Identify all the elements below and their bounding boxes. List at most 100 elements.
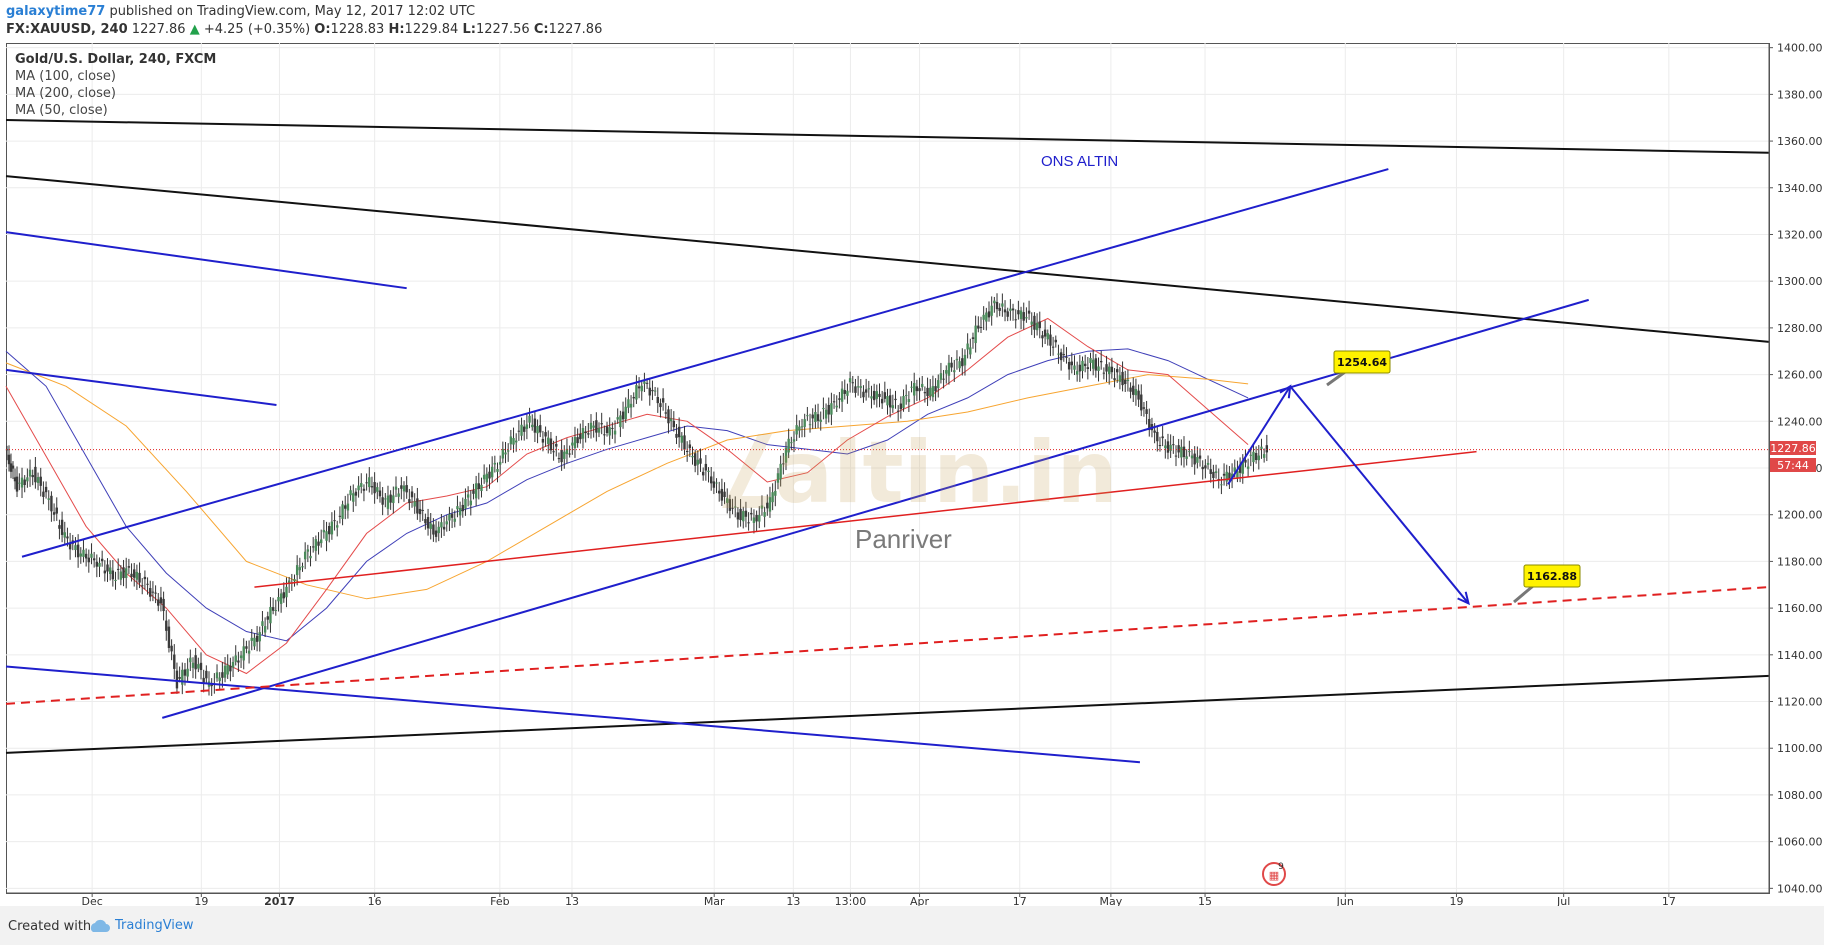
candle-body bbox=[867, 388, 871, 390]
candle-body bbox=[1019, 310, 1023, 320]
high-label: H: bbox=[388, 22, 405, 37]
candle-body bbox=[82, 549, 85, 557]
trendline bbox=[5, 674, 1770, 754]
candle-body bbox=[977, 325, 980, 329]
candle-body bbox=[1182, 446, 1186, 458]
candle-body bbox=[349, 490, 352, 496]
candle-body bbox=[28, 469, 32, 477]
candle-body bbox=[440, 522, 443, 528]
chart-svg[interactable]: altin.in Panriver ONS ALTIN 1254.64 1162… bbox=[0, 0, 1824, 906]
candle-body bbox=[774, 490, 777, 496]
candle-body bbox=[293, 579, 296, 582]
candle-body bbox=[498, 461, 502, 465]
candle-body bbox=[547, 437, 550, 445]
candle-body bbox=[392, 495, 395, 504]
candle-body bbox=[1006, 311, 1009, 317]
candle-body bbox=[229, 665, 232, 672]
candle-body bbox=[894, 398, 897, 401]
candle-body bbox=[397, 493, 400, 497]
candle-body bbox=[1190, 455, 1194, 459]
candle-body bbox=[1180, 446, 1183, 458]
candle-body bbox=[736, 512, 740, 520]
price-tick-label: 1060.00 bbox=[1777, 836, 1823, 849]
candle-body bbox=[523, 426, 526, 432]
candle-body bbox=[1089, 358, 1092, 363]
candle-body bbox=[1110, 366, 1114, 373]
candle-body bbox=[571, 442, 574, 446]
candle-body bbox=[1022, 312, 1025, 321]
candle-body bbox=[915, 386, 919, 392]
candle-body bbox=[1083, 363, 1087, 367]
candle-body bbox=[250, 637, 253, 641]
candle-body bbox=[907, 399, 911, 403]
candle-body bbox=[125, 568, 128, 578]
candle-body bbox=[239, 655, 243, 659]
candle-body bbox=[979, 327, 983, 329]
candles bbox=[5, 293, 1769, 696]
candle-body bbox=[167, 626, 171, 648]
time-axis: Dec 19 2017 16 Feb 13 Mar 13 13:00 Apr 17 May 15 Jun 1… bbox=[6, 892, 1769, 906]
candle-body bbox=[336, 525, 339, 528]
candle-body bbox=[261, 621, 264, 626]
candle-body bbox=[843, 390, 846, 394]
candle-body bbox=[929, 387, 932, 396]
legend-ma-100[interactable]: MA (100, close) bbox=[15, 69, 116, 84]
candle-body bbox=[814, 412, 817, 423]
legend-ma-200[interactable]: MA (200, close) bbox=[15, 86, 116, 101]
price-tick-label: 1120.00 bbox=[1777, 696, 1823, 709]
candle-body bbox=[525, 424, 529, 429]
candle-body bbox=[1260, 446, 1263, 449]
candle-body bbox=[18, 482, 21, 484]
watermark: altin.in bbox=[722, 423, 1118, 523]
candle-body bbox=[1091, 359, 1095, 369]
price-tick-label: 1180.00 bbox=[1777, 555, 1823, 568]
candle-body bbox=[194, 655, 197, 670]
candle-body bbox=[357, 485, 360, 491]
candle-body bbox=[950, 362, 953, 368]
candle-body bbox=[1222, 473, 1226, 476]
footer-brand-link[interactable]: TradingView bbox=[88, 918, 194, 933]
candle-body bbox=[287, 580, 291, 584]
candle-body bbox=[434, 530, 438, 537]
candle-body bbox=[688, 444, 692, 449]
candle-body bbox=[557, 458, 561, 460]
candle-body bbox=[734, 506, 737, 508]
candle-body bbox=[480, 484, 483, 492]
candle-body bbox=[942, 378, 945, 380]
candle-body bbox=[1102, 372, 1106, 374]
candle-body bbox=[92, 558, 96, 561]
candle-body bbox=[114, 579, 117, 581]
candle-body bbox=[68, 543, 72, 550]
legend-ma-50[interactable]: MA (50, close) bbox=[15, 103, 108, 118]
candle-body bbox=[1051, 346, 1055, 348]
candle-body bbox=[953, 370, 956, 373]
candle-body bbox=[146, 583, 149, 585]
candle-body bbox=[74, 545, 77, 550]
candle-body bbox=[258, 632, 261, 642]
candle-body bbox=[405, 485, 408, 493]
candle-body bbox=[624, 406, 627, 420]
candle-body bbox=[1129, 387, 1132, 392]
candle-body bbox=[218, 677, 221, 682]
candle-body bbox=[325, 531, 328, 541]
candle-body bbox=[23, 479, 26, 485]
candle-body bbox=[116, 568, 120, 570]
candle-body bbox=[376, 487, 379, 492]
trendline bbox=[5, 175, 1770, 343]
candle-body bbox=[918, 388, 921, 392]
candle-body bbox=[792, 439, 796, 442]
candle-body bbox=[1097, 366, 1100, 371]
candle-body bbox=[1025, 317, 1028, 319]
candle-body bbox=[221, 672, 224, 678]
candle-body bbox=[133, 569, 136, 578]
author-link[interactable]: galaxytime77 bbox=[6, 4, 106, 19]
candle-body bbox=[277, 596, 280, 602]
candle-body bbox=[352, 493, 355, 502]
svg-text:▦: ▦ bbox=[1269, 869, 1279, 882]
candle-body bbox=[1220, 484, 1223, 486]
candle-body bbox=[506, 450, 510, 452]
candle-body bbox=[539, 425, 542, 433]
candle-body bbox=[1108, 366, 1111, 375]
candle-body bbox=[11, 465, 15, 469]
candle-body bbox=[803, 419, 806, 427]
